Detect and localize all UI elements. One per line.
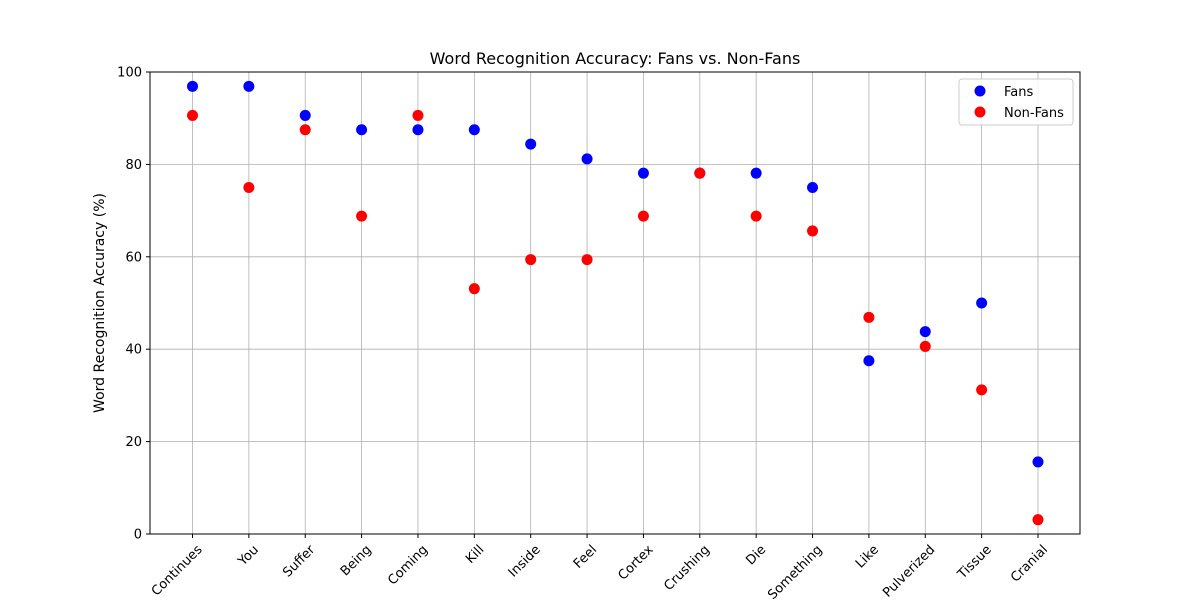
legend-label: Fans — [1004, 85, 1033, 100]
data-point-non-fans — [750, 210, 762, 222]
x-tick-label: Continues — [149, 542, 206, 599]
data-point-non-fans — [1032, 514, 1044, 526]
x-tick-label: Like — [853, 542, 882, 571]
data-point-fans — [581, 153, 593, 165]
x-tick-label: Kill — [463, 542, 487, 566]
data-point-fans — [807, 182, 819, 193]
legend-marker — [974, 85, 986, 97]
data-point-non-fans — [525, 254, 537, 266]
chart-title: Word Recognition Accuracy: Fans vs. Non-… — [430, 49, 801, 68]
legend: Fans Non-Fans — [958, 78, 1074, 126]
x-tick-label: Suffer — [280, 542, 318, 580]
grid-lines — [150, 71, 1080, 535]
x-tick-label: Being — [338, 542, 375, 579]
data-point-non-fans — [919, 340, 931, 352]
data-point-non-fans — [187, 109, 198, 121]
x-tick-label: Cranial — [1008, 542, 1051, 585]
x-tick-label: Feel — [571, 542, 600, 571]
legend-marker — [974, 106, 986, 118]
y-tick-label: 60 — [125, 250, 142, 265]
data-point-fans — [468, 124, 480, 136]
x-tick-label: Coming — [385, 542, 431, 588]
data-point-non-fans — [412, 109, 424, 121]
data-point-non-fans — [807, 225, 819, 237]
data-point-non-fans — [299, 124, 311, 136]
x-tick-label: Pulverized — [880, 542, 938, 600]
x-tick-label: You — [235, 542, 262, 569]
data-point-non-fans — [468, 283, 480, 295]
data-point-non-fans — [863, 311, 875, 323]
data-point-fans — [919, 326, 931, 338]
data-point-fans — [412, 124, 424, 136]
data-point-fans — [525, 138, 537, 150]
data-point-fans — [750, 167, 762, 179]
x-tick-label: Cortex — [616, 542, 657, 583]
data-point-fans — [1032, 456, 1044, 468]
data-point-fans — [863, 355, 875, 367]
axes: Continues You Suffer Being Coming Kill Inside F… — [117, 66, 1051, 603]
x-tick-label: Crushing — [661, 542, 712, 593]
y-tick-label: 80 — [125, 158, 142, 173]
data-point-fans — [356, 124, 368, 136]
data-point-non-fans — [581, 254, 593, 266]
legend-box — [958, 78, 1074, 126]
y-tick-label: 40 — [125, 343, 142, 358]
data-point-fans — [187, 80, 198, 92]
data-points — [187, 80, 1044, 526]
data-point-non-fans — [356, 210, 368, 222]
y-tick-label: 20 — [125, 435, 142, 450]
y-axis-label: Word Recognition Accuracy (%) — [92, 193, 108, 413]
data-point-non-fans — [694, 167, 706, 179]
data-point-fans — [243, 80, 255, 92]
legend-label: Non-Fans — [1004, 106, 1064, 121]
x-tick-label: Inside — [506, 542, 544, 580]
y-tick-label: 100 — [117, 66, 142, 81]
data-point-fans — [637, 167, 649, 179]
data-point-fans — [299, 109, 311, 121]
data-point-non-fans — [976, 384, 988, 396]
x-tick-label: Something — [765, 542, 825, 600]
data-point-non-fans — [243, 182, 255, 193]
plot-frame — [149, 71, 1081, 535]
data-point-fans — [976, 297, 988, 309]
data-point-non-fans — [637, 210, 649, 222]
y-tick-label: 0 — [134, 528, 142, 543]
x-tick-label: Tissue — [954, 542, 994, 582]
x-tick-label: Die — [743, 542, 769, 568]
